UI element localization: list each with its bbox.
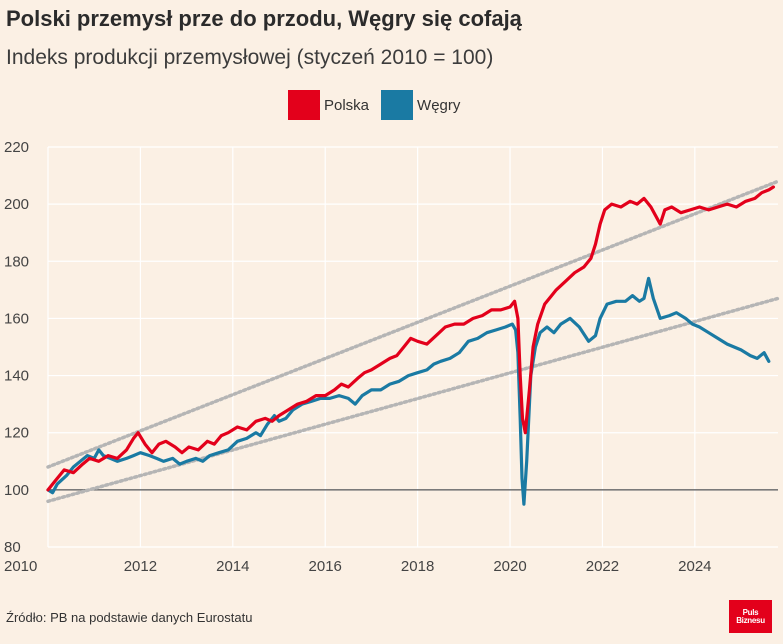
legend-item-polska: Polska — [288, 90, 369, 120]
series-line-wegry — [46, 276, 771, 506]
y-tick-label: 100 — [4, 482, 29, 499]
legend-item-wegry: Węgry — [381, 90, 460, 120]
trend-line-polska — [46, 179, 780, 469]
y-tick-label: 220 — [4, 139, 29, 156]
chart-title: Polski przemysł prze do przodu, Węgry si… — [6, 6, 522, 31]
logo-line-2: Biznesu — [736, 615, 765, 625]
y-tick-label: 80 — [4, 539, 21, 556]
series-line-polska — [46, 185, 775, 492]
x-tick-label: 2012 — [124, 558, 157, 575]
y-tick-label: 140 — [4, 368, 29, 385]
y-tick-label: 200 — [4, 196, 29, 213]
y-tick-label: 160 — [4, 310, 29, 327]
legend-label-polska: Polska — [324, 96, 370, 114]
chart-subtitle: Indeks produkcji przemysłowej (styczeń 2… — [6, 46, 494, 69]
x-tick-label: 2016 — [309, 558, 342, 575]
x-tick-label: 2018 — [401, 558, 434, 575]
line-chart: 80 100 120 140 160 180 200 220 2010 2012 2014 2016 2… — [4, 139, 780, 575]
y-tick-label: 120 — [4, 425, 29, 442]
y-tick-label: 180 — [4, 253, 29, 270]
legend-swatch-wegry — [381, 90, 414, 120]
trend-line-wegry — [46, 296, 780, 504]
x-tick-label: 2024 — [678, 558, 711, 575]
x-tick-label: 2020 — [493, 558, 526, 575]
legend-swatch-polska — [288, 90, 320, 120]
x-tick-label: 2010 — [4, 558, 37, 575]
x-tick-label: 2022 — [586, 558, 619, 575]
legend-label-wegry: Węgry — [417, 96, 461, 114]
source-note: Źródło: PB na podstawie danych Eurostatu — [6, 610, 253, 625]
logo-line-1: Puls — [742, 607, 759, 617]
chart-legend: Polska Węgry — [288, 90, 472, 120]
puls-biznesu-logo: Puls Biznesu — [729, 600, 772, 633]
x-tick-label: 2014 — [216, 558, 249, 575]
